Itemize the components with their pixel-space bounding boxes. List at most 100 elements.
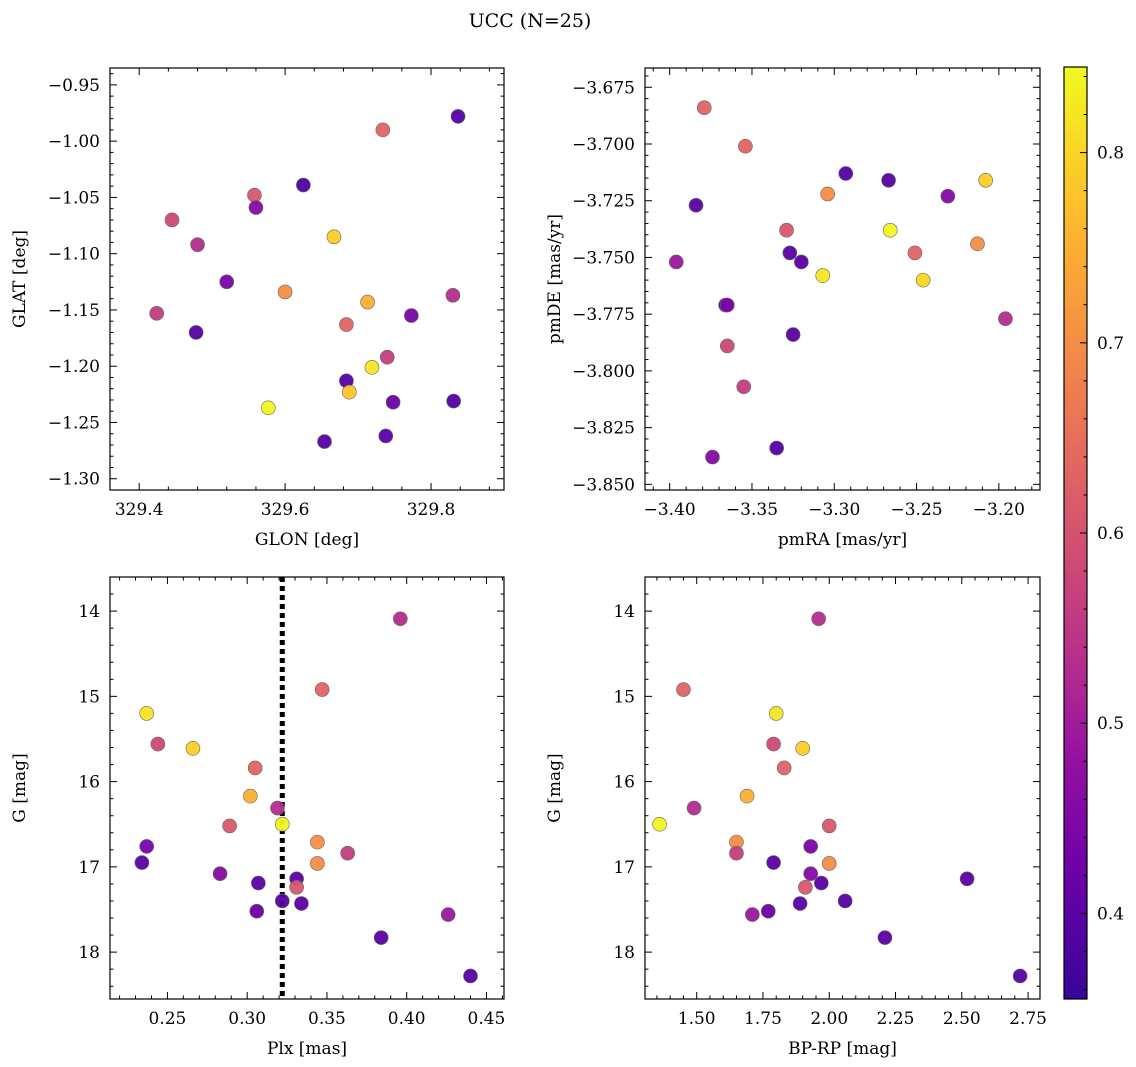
scatter-point: [342, 384, 357, 400]
y-axis-label: pmDE [mas/yr]: [545, 214, 565, 344]
scatter-point: [274, 816, 290, 832]
x-tick-label: 2.25: [877, 1009, 915, 1029]
scatter-point: [373, 930, 389, 945]
scatter-point: [1012, 968, 1028, 984]
scatter-point: [326, 229, 342, 245]
panel-proper-motion: −3.40 −3.35 −3.30 −3.25 −3.20 −3.850 −3.825 −3.…: [545, 67, 1041, 550]
scatter-point: [688, 197, 704, 213]
scatter-point: [219, 274, 235, 290]
scatter-point: [248, 200, 264, 215]
y-tick-label: −3.825: [572, 419, 635, 439]
scatter-point: [736, 379, 752, 395]
scatter-point: [404, 308, 419, 323]
y-tick-label: 18: [613, 943, 635, 963]
scatter-point: [440, 907, 456, 922]
colorbar-tick-label: 0.7: [1097, 334, 1124, 354]
scatter-point: [261, 400, 276, 416]
y-tick-label: −3.675: [572, 78, 635, 98]
scatter-point: [882, 222, 898, 238]
scatter-point: [686, 800, 702, 816]
scatter-point: [959, 871, 975, 887]
scatter-point: [776, 760, 792, 776]
panel-plx-vs-g: 0.25 0.30 0.35 0.40 0.45 14 15 16 17 18 Plx [mas] G…: [10, 576, 506, 1059]
scatter-point: [296, 177, 311, 193]
x-tick-label: 0.25: [148, 1009, 186, 1029]
scatter-point: [317, 434, 332, 449]
scatter-point: [668, 254, 684, 270]
y-tick-label: 16: [613, 773, 635, 793]
scatter-point: [310, 834, 325, 850]
scatter-point: [139, 839, 154, 854]
scatter-point: [463, 968, 478, 984]
scatter-point: [940, 188, 956, 204]
scatter-point: [729, 845, 744, 861]
x-tick-label: 0.30: [228, 1009, 266, 1029]
x-tick-label: −3.35: [726, 500, 778, 520]
scatter-point: [705, 449, 720, 465]
y-tick-label: −1.30: [48, 470, 100, 490]
x-tick-label: −3.40: [644, 500, 696, 520]
scatter-point: [998, 311, 1013, 327]
scatter-point: [768, 706, 784, 721]
x-tick-label: 0.35: [308, 1009, 346, 1029]
scatter-point: [340, 845, 355, 861]
y-tick-label: 17: [78, 858, 100, 878]
scatter-point: [766, 736, 781, 752]
panel-cmd: 1.50 1.75 2.00 2.25 2.50 2.75 14 15 16 17 18 BP-RP …: [545, 576, 1047, 1059]
scatter-point: [769, 440, 784, 456]
x-tick-label: 2.50: [943, 1009, 981, 1029]
scatter-point: [150, 736, 166, 752]
y-tick-label: 17: [613, 858, 635, 878]
scatter-point: [185, 741, 201, 756]
scatter-point: [779, 222, 794, 238]
scatter-point: [247, 760, 263, 776]
y-tick-label: −1.05: [48, 188, 100, 208]
colorbar-tick-label: 0.6: [1097, 524, 1124, 544]
scatter-point: [820, 186, 835, 202]
x-tick-label: 329.4: [115, 500, 164, 520]
axes-frame: [109, 67, 505, 491]
y-tick-label: 18: [78, 943, 100, 963]
y-tick-label: −3.725: [572, 192, 635, 212]
scatter-point: [364, 360, 380, 375]
scatter-points: [149, 109, 466, 449]
x-tick-label: 0.45: [468, 1009, 506, 1029]
x-tick-label: 2.75: [1009, 1009, 1047, 1029]
scatter-point: [379, 349, 395, 365]
scatter-point: [450, 109, 466, 124]
scatter-point: [813, 875, 829, 891]
scatter-point: [838, 166, 854, 181]
x-axis-label: GLON [deg]: [255, 530, 359, 550]
scatter-point: [360, 294, 375, 310]
scatter-point: [375, 122, 391, 138]
scatter-point: [378, 428, 394, 444]
scatter-point: [339, 317, 354, 332]
axes-frame: [109, 576, 505, 1000]
colorbar-tick-label: 0.8: [1097, 144, 1124, 164]
scatter-point: [270, 800, 285, 816]
scatter-point: [251, 875, 266, 891]
scatter-point: [782, 245, 798, 261]
scatter-point: [277, 284, 293, 300]
y-tick-label: −1.15: [48, 301, 100, 321]
scatter-point: [190, 237, 205, 252]
scatter-point: [164, 212, 180, 228]
scatter-point: [222, 818, 237, 834]
scatter-point: [247, 187, 262, 203]
scatter-point: [785, 327, 801, 342]
scatter-point: [289, 880, 304, 895]
y-tick-label: −3.850: [572, 475, 635, 495]
colorbar-tick-label: 0.4: [1097, 904, 1124, 924]
y-axis-label: G [mag]: [545, 753, 565, 822]
x-tick-label: 0.40: [388, 1009, 426, 1029]
scatter-point: [310, 856, 325, 871]
panel-position: 329.4 329.6 329.8 −1.30 −1.25 −1.20 −1.15 −1.10…: [10, 67, 505, 550]
scatter-point: [792, 896, 808, 911]
scatter-point: [760, 903, 776, 919]
scatter-point: [243, 788, 258, 804]
y-tick-label: −1.20: [48, 357, 100, 377]
scatter-point: [915, 272, 931, 288]
scatter-point: [794, 254, 809, 270]
scatter-point: [815, 268, 831, 283]
y-tick-label: −3.775: [572, 305, 635, 325]
